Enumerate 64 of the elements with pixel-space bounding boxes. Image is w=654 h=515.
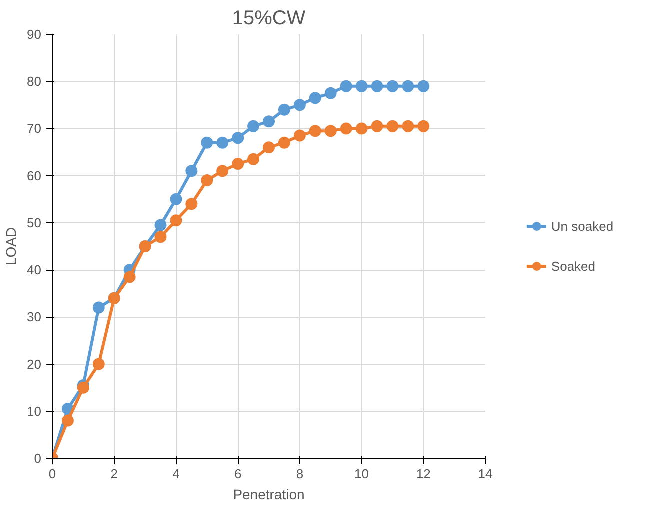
point — [386, 120, 399, 132]
point — [324, 87, 337, 100]
point — [92, 358, 105, 370]
x-tick-label: 0 — [48, 466, 56, 482]
x-tick-label: 12 — [416, 466, 431, 482]
point — [154, 219, 167, 232]
point — [418, 120, 430, 132]
y-tick-label: 40 — [27, 262, 42, 278]
point — [371, 120, 384, 132]
point — [186, 198, 198, 210]
x-tick-label: 14 — [478, 466, 493, 482]
point — [263, 142, 275, 154]
point — [356, 80, 368, 92]
point — [170, 214, 182, 227]
point — [62, 414, 74, 427]
point — [216, 136, 229, 149]
point — [201, 136, 214, 149]
x-tick-label: 8 — [296, 466, 304, 482]
y-axis-title: LOAD — [3, 227, 20, 266]
point — [418, 80, 430, 92]
y-tick-label: 10 — [27, 404, 42, 419]
point — [232, 132, 244, 144]
point — [402, 120, 414, 132]
legend-label: Un soaked — [551, 218, 614, 234]
chart-title: 15%CW — [232, 8, 306, 30]
point — [294, 130, 306, 142]
point — [170, 193, 182, 206]
point — [124, 271, 136, 284]
point — [386, 80, 399, 92]
point — [263, 116, 275, 128]
point — [248, 120, 260, 132]
point — [324, 125, 337, 138]
point — [278, 136, 290, 149]
y-tick-label: 0 — [34, 451, 42, 466]
y-tick-label: 30 — [27, 310, 42, 325]
y-tick-label: 90 — [27, 27, 42, 42]
point — [371, 80, 384, 92]
legend-label: Soaked — [551, 258, 596, 274]
x-tick-label: 6 — [234, 466, 242, 482]
y-tick-label: 60 — [27, 168, 42, 184]
x-axis-title: Penetration — [233, 486, 305, 502]
point — [232, 158, 244, 170]
point — [248, 153, 260, 166]
point — [309, 125, 322, 138]
x-tick-label: 10 — [354, 466, 370, 482]
point — [340, 122, 352, 135]
point — [294, 99, 306, 112]
y-tick-label: 80 — [27, 74, 42, 90]
y-tick-label: 50 — [27, 215, 42, 230]
y-tick-label: 70 — [27, 121, 42, 136]
point — [340, 80, 352, 92]
point — [154, 231, 167, 244]
point — [77, 382, 90, 394]
point — [186, 165, 198, 178]
point — [309, 92, 322, 104]
point — [216, 165, 229, 178]
x-tick-label: 2 — [110, 466, 118, 482]
point — [356, 122, 368, 135]
x-tick-label: 4 — [172, 466, 180, 482]
point — [402, 80, 414, 92]
point — [201, 174, 214, 187]
point — [92, 302, 105, 314]
y-tick-label: 20 — [27, 356, 42, 372]
point — [278, 104, 290, 116]
